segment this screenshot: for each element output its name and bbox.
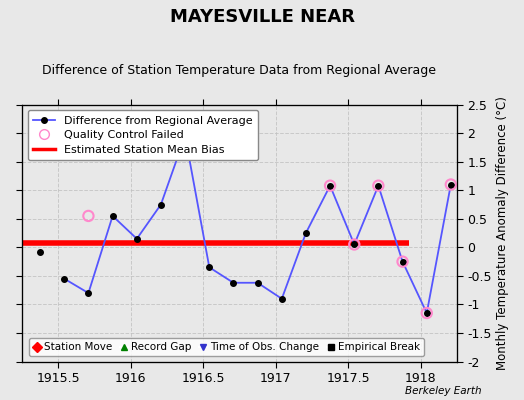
Point: [374, 182, 383, 189]
Point: [350, 241, 358, 248]
Text: MAYESVILLE NEAR: MAYESVILLE NEAR: [169, 8, 355, 26]
Legend: Station Move, Record Gap, Time of Obs. Change, Empirical Break: Station Move, Record Gap, Time of Obs. C…: [28, 338, 424, 356]
Text: Berkeley Earth: Berkeley Earth: [406, 386, 482, 396]
Title: Difference of Station Temperature Data from Regional Average: Difference of Station Temperature Data f…: [42, 64, 436, 77]
Point: [326, 182, 334, 189]
Point: [84, 213, 93, 219]
Point: [398, 258, 407, 265]
Y-axis label: Monthly Temperature Anomaly Difference (°C): Monthly Temperature Anomaly Difference (…: [496, 96, 509, 370]
Point: [446, 181, 455, 188]
Point: [422, 310, 431, 316]
